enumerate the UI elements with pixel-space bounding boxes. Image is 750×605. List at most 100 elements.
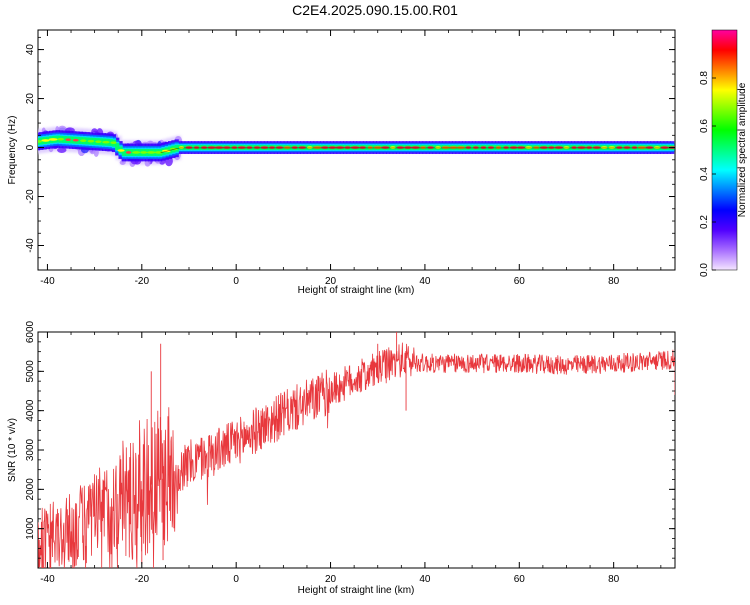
- x-tick-label: 40: [419, 574, 431, 585]
- x-tick-label: 0: [233, 574, 239, 585]
- snr-panel: -40 -20 0 20 40 60 80 1000 2000 3000 4000 5000 6000…: [7, 320, 676, 596]
- spectrogram-panel: -40 -20 0 20 40 60 80 -40 -20 0 20 40 Height of st…: [7, 29, 676, 296]
- noise-blob: [57, 147, 67, 154]
- x-tick-label: -20: [135, 574, 150, 585]
- figure-title: C2E4.2025.090.15.00.R01: [292, 2, 458, 18]
- core-blob: [102, 140, 110, 144]
- x-tick-label: 60: [514, 276, 526, 287]
- band-cell: [68, 136, 74, 144]
- core-blob: [411, 146, 420, 149]
- core-blob: [480, 146, 487, 149]
- y-tick-label: 40: [25, 44, 36, 56]
- core-blob: [246, 146, 253, 149]
- colorbar-tick-label: 0.8: [699, 71, 710, 85]
- core-blob: [660, 146, 669, 149]
- band-cell: [243, 145, 249, 150]
- core-blob: [125, 151, 132, 154]
- core-blob: [571, 146, 577, 149]
- x-tick-label: 80: [608, 276, 620, 287]
- core-blob: [465, 146, 471, 149]
- core-blob: [390, 146, 396, 149]
- core-blob: [645, 146, 654, 149]
- band-cell: [567, 145, 572, 150]
- band-cell: [478, 145, 483, 150]
- core-blob: [548, 146, 555, 149]
- band-cell: [432, 145, 437, 150]
- colorbar-tick-label: 0.2: [699, 215, 710, 229]
- snr-y-label: SNR (10 * v/v): [7, 418, 18, 482]
- core-blob: [146, 151, 156, 154]
- band-cell: [620, 145, 625, 150]
- snr-marks: [38, 332, 675, 568]
- core-blob: [373, 146, 382, 149]
- core-blob: [404, 146, 412, 149]
- colorbar-ticks: 0.0 0.2 0.4 0.6 0.8: [699, 71, 716, 277]
- x-tick-label: -40: [40, 276, 55, 287]
- colorbar-tick-label: 0.0: [699, 263, 710, 277]
- core-blob: [563, 146, 570, 149]
- spectrogram-marks: [38, 125, 675, 168]
- band-cell: [191, 145, 196, 150]
- core-blob: [269, 146, 275, 149]
- x-tick-label: 40: [419, 276, 431, 287]
- core-blob: [335, 146, 345, 149]
- core-blob: [608, 146, 616, 149]
- colorbar-tick-label: 0.4: [699, 167, 710, 181]
- core-blob: [132, 151, 141, 154]
- band-cell: [85, 137, 90, 145]
- core-blob: [57, 137, 64, 141]
- y-tick-label: 2000: [25, 478, 36, 501]
- core-blob: [495, 146, 502, 149]
- snr-y-ticks: 1000 2000 3000 4000 5000 6000: [25, 320, 675, 569]
- core-blob: [525, 146, 533, 149]
- band-cell: [250, 145, 255, 150]
- band-cell: [121, 149, 126, 156]
- core-blob: [65, 138, 71, 142]
- spectrogram-y-ticks: -40 -20 0 20 40: [25, 36, 675, 271]
- band-cell: [197, 145, 202, 150]
- core-blob: [509, 146, 518, 149]
- x-tick-label: 60: [514, 574, 526, 585]
- band-cell: [613, 145, 619, 150]
- noise-blob: [119, 160, 126, 165]
- core-blob: [231, 146, 238, 149]
- snr-x-ticks: -40 -20 0 20 40 60 80: [40, 332, 662, 585]
- core-blob: [214, 146, 224, 149]
- band-cell: [326, 145, 331, 150]
- band-cell: [485, 145, 490, 150]
- core-blob: [600, 146, 608, 149]
- core-blob: [260, 146, 269, 149]
- x-tick-label: -40: [40, 574, 55, 585]
- core-blob: [350, 146, 360, 149]
- spectrogram-x-ticks: -40 -20 0 20 40 60 80: [40, 30, 662, 287]
- core-blob: [359, 146, 366, 149]
- core-blob: [517, 146, 526, 149]
- core-blob: [140, 151, 148, 154]
- band-cores: [38, 137, 675, 154]
- core-blob: [178, 146, 185, 149]
- colorbar-gradient: [711, 29, 738, 271]
- x-tick-label: 0: [233, 276, 239, 287]
- core-blob: [154, 151, 163, 154]
- x-tick-label: 80: [608, 574, 620, 585]
- core-blob: [435, 146, 442, 149]
- ridge-line: [160, 147, 675, 153]
- x-tick-label: -20: [135, 276, 150, 287]
- core-blob: [41, 139, 50, 142]
- core-blob: [283, 146, 291, 149]
- core-blob: [367, 146, 373, 149]
- y-tick-label: 0: [25, 144, 36, 150]
- y-tick-label: 20: [25, 93, 36, 105]
- core-blob: [72, 138, 79, 142]
- core-blob: [456, 146, 466, 149]
- core-blob: [193, 146, 200, 149]
- core-blob: [427, 146, 434, 149]
- core-blob: [473, 146, 479, 149]
- x-tick-label: 20: [325, 276, 337, 287]
- core-blob: [420, 146, 426, 149]
- spectrogram-x-label: Height of straight line (km): [298, 285, 415, 296]
- core-blob: [80, 139, 87, 142]
- band-cell: [62, 136, 67, 143]
